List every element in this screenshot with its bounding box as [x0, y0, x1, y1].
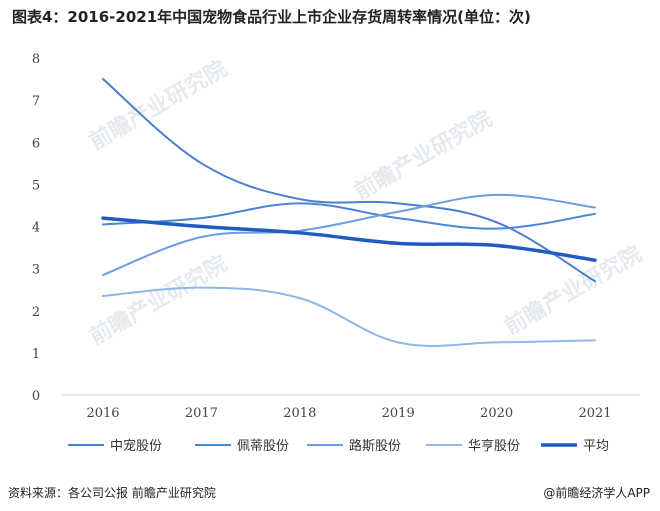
- watermark: 前瞻产业研究院: [85, 251, 231, 351]
- x-tick-label: 2020: [480, 406, 513, 421]
- y-tick-label: 8: [32, 52, 40, 67]
- y-tick-label: 4: [32, 221, 40, 236]
- x-tick-label: 2016: [86, 406, 119, 421]
- series-line-1: [102, 202, 596, 230]
- legend: 中宠股份 佩蒂股份 路斯股份 华亨股份 平均: [68, 438, 609, 454]
- x-tick-label: 2017: [185, 406, 218, 421]
- y-tick-label: 2: [32, 305, 40, 320]
- chart-title: 图表4：2016-2021年中国宠物食品行业上市企业存货周转率情况(单位：次): [12, 8, 531, 26]
- source-note: 资料来源：各公司公报 前瞻产业研究院: [8, 486, 216, 500]
- series-line-4: [101, 216, 597, 262]
- series-line-3: [102, 286, 596, 347]
- y-tick-label: 5: [32, 178, 40, 193]
- series-line-2: [102, 193, 596, 276]
- y-tick-label: 7: [32, 94, 40, 109]
- y-tick-label: 3: [32, 263, 40, 278]
- legend-label: 平均: [583, 439, 609, 454]
- y-tick-label: 0: [32, 389, 40, 404]
- legend-label: 中宠股份: [110, 438, 162, 454]
- x-tick-label: 2019: [382, 406, 415, 421]
- series-line-0: [102, 78, 596, 283]
- y-tick-label: 6: [32, 136, 40, 151]
- watermark: 前瞻产业研究院: [85, 56, 231, 156]
- watermark: 前瞻产业研究院: [350, 106, 496, 206]
- legend-label: 华亨股份: [468, 438, 520, 454]
- x-tick-label: 2018: [283, 406, 316, 421]
- y-tick-label: 1: [32, 347, 40, 362]
- series-layer: [101, 78, 597, 347]
- legend-label: 路斯股份: [349, 438, 401, 454]
- axis-layer: 0 1 2 3 4 5 6 7 8 2016 2017 2018 2019 2020 2021: [32, 52, 640, 421]
- brand-credit: @前瞻经济学人APP: [543, 486, 650, 500]
- legend-label: 佩蒂股份: [237, 439, 289, 454]
- x-tick-label: 2021: [578, 406, 611, 421]
